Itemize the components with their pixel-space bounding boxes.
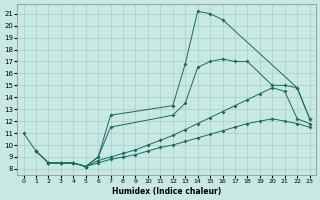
X-axis label: Humidex (Indice chaleur): Humidex (Indice chaleur) — [112, 187, 221, 196]
